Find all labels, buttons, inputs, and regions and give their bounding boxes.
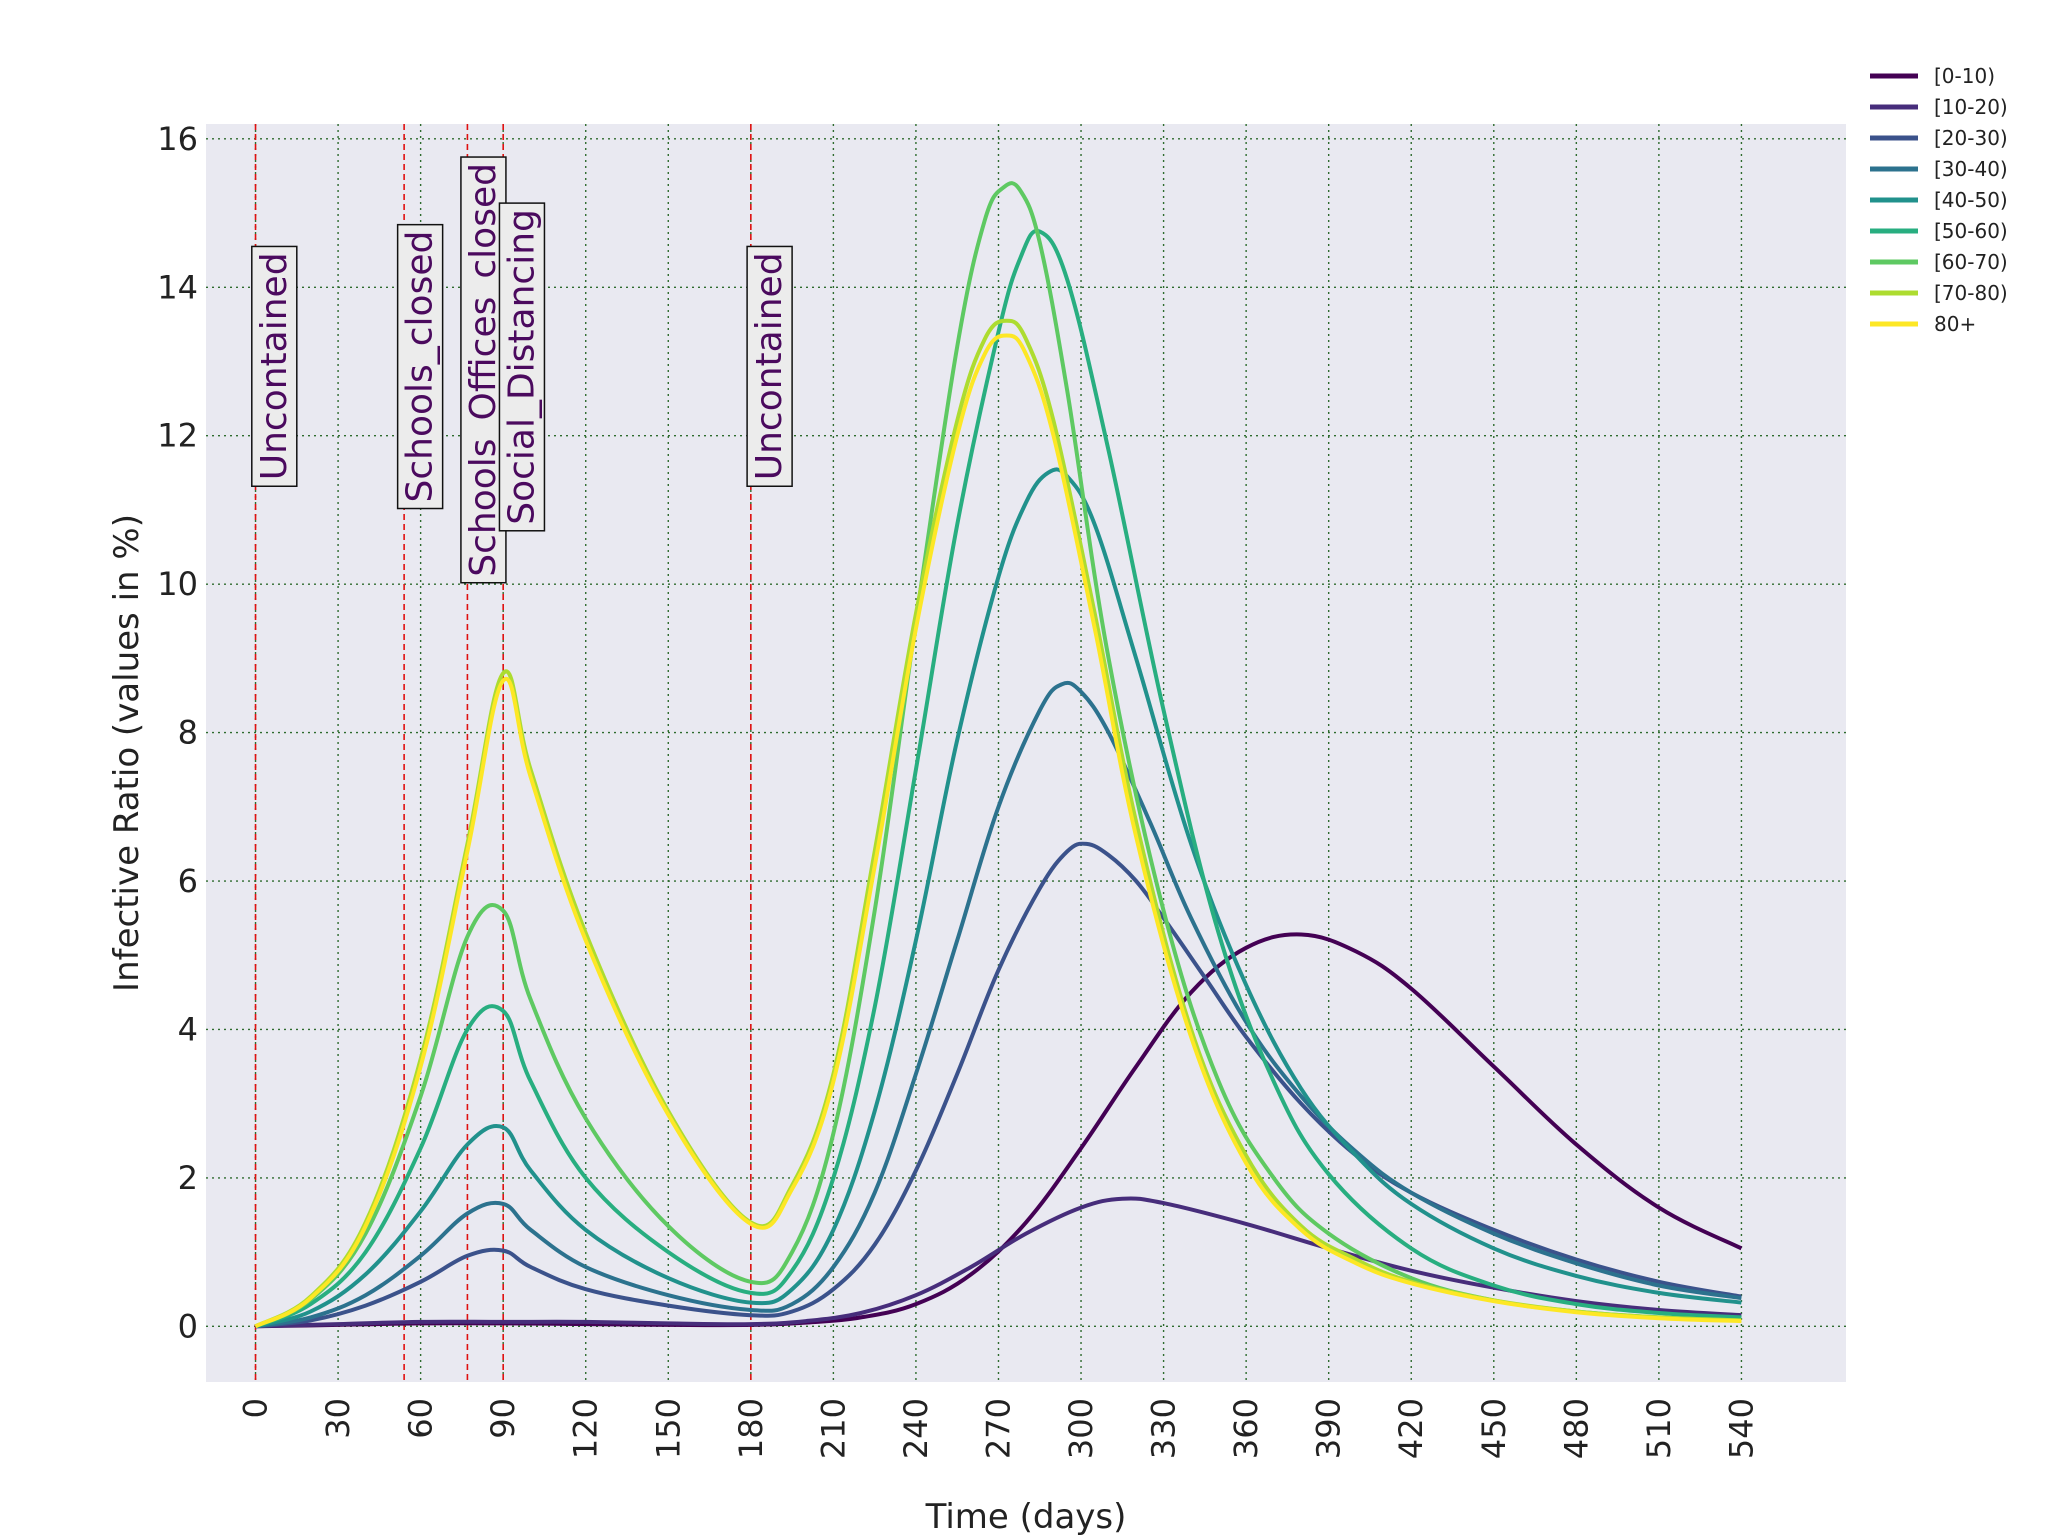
annotation-label: Social_Distancing bbox=[501, 209, 542, 525]
legend-item: [0-10) bbox=[1870, 64, 1995, 88]
legend-label: [10-20) bbox=[1934, 95, 2008, 119]
policy-annotation: Uncontained bbox=[746, 245, 793, 487]
y-tick-label: 6 bbox=[178, 862, 198, 900]
policy-annotations: Uncontained Schools_closed Schools_Offices… bbox=[251, 156, 793, 584]
x-tick-label: 150 bbox=[649, 1398, 687, 1459]
x-tick-label: 270 bbox=[979, 1398, 1017, 1459]
series-line bbox=[254, 228, 1742, 1329]
annotation-label: Uncontained bbox=[749, 252, 790, 480]
y-tick-label: 10 bbox=[157, 565, 198, 603]
y-tick-label: 8 bbox=[178, 714, 198, 752]
x-tick-label: 390 bbox=[1310, 1398, 1348, 1459]
legend-item: [50-60) bbox=[1870, 219, 2008, 243]
legend-label: [70-80) bbox=[1934, 281, 2008, 305]
legend-label: [20-30) bbox=[1934, 126, 2008, 150]
series-line bbox=[255, 680, 1742, 1329]
x-tick-label: 120 bbox=[567, 1398, 605, 1459]
legend-item: [40-50) bbox=[1870, 188, 2008, 212]
x-tick-label: 450 bbox=[1475, 1398, 1513, 1459]
x-tick-label: 540 bbox=[1722, 1398, 1760, 1459]
legend-item: [70-80) bbox=[1870, 281, 2008, 305]
x-tick-label: 0 bbox=[237, 1398, 275, 1418]
legend-item: [20-30) bbox=[1870, 126, 2008, 150]
legend-label: [40-50) bbox=[1934, 188, 2008, 212]
y-axis-label: Infective Ratio (values in %) bbox=[107, 514, 147, 992]
legend-label: [60-70) bbox=[1934, 250, 2008, 274]
x-tick-label: 240 bbox=[897, 1398, 935, 1459]
legend-item: 80+ bbox=[1870, 312, 1976, 336]
annotation-box bbox=[498, 202, 546, 532]
series-lines bbox=[254, 181, 1743, 1329]
policy-annotation: Schools_Offices_closed bbox=[460, 156, 507, 584]
y-tick-label: 0 bbox=[178, 1307, 198, 1345]
x-tick-label: 30 bbox=[319, 1398, 357, 1439]
y-tick-label: 16 bbox=[157, 120, 198, 158]
legend-item: [60-70) bbox=[1870, 250, 2008, 274]
x-tick-label: 300 bbox=[1062, 1398, 1100, 1459]
series-line bbox=[254, 467, 1742, 1329]
annotation-box bbox=[396, 223, 444, 510]
y-tick-labels: 0 2 4 6 8 10 12 14 16 bbox=[157, 120, 198, 1345]
series-line bbox=[254, 181, 1742, 1329]
policy-annotation: Schools_closed bbox=[396, 223, 444, 510]
x-axis-label: Time (days) bbox=[925, 1497, 1127, 1536]
policy-annotation: Social_Distancing bbox=[498, 202, 546, 532]
legend-label: [30-40) bbox=[1934, 157, 2008, 181]
y-tick-label: 2 bbox=[178, 1159, 198, 1197]
y-tick-label: 14 bbox=[157, 268, 198, 306]
policy-annotation: Uncontained bbox=[251, 245, 298, 487]
legend-item: [30-40) bbox=[1870, 157, 2008, 181]
legend-label: 80+ bbox=[1934, 312, 1976, 336]
x-tick-label: 60 bbox=[402, 1398, 440, 1439]
y-tick-label: 4 bbox=[178, 1010, 198, 1048]
series-line bbox=[254, 333, 1742, 1329]
y-tick-label: 12 bbox=[157, 417, 198, 455]
plot-area bbox=[206, 124, 1846, 1382]
x-tick-label: 480 bbox=[1557, 1398, 1595, 1459]
legend-label: [0-10) bbox=[1934, 64, 1995, 88]
legend-label: [50-60) bbox=[1934, 219, 2008, 243]
x-tick-label: 510 bbox=[1640, 1398, 1678, 1459]
x-tick-label: 420 bbox=[1392, 1398, 1430, 1459]
x-tick-labels: 0 30 60 90 120 150 180 210 240 270 300 330 360 390 420… bbox=[237, 1398, 1761, 1459]
x-tick-label: 210 bbox=[814, 1398, 852, 1459]
annotation-label: Schools_Offices_closed bbox=[463, 163, 504, 577]
series-line bbox=[255, 1196, 1742, 1329]
annotation-box bbox=[746, 245, 793, 487]
annotation-label: Uncontained bbox=[254, 252, 295, 480]
x-tick-label: 360 bbox=[1227, 1398, 1265, 1459]
x-tick-label: 90 bbox=[484, 1398, 522, 1439]
x-tick-label: 180 bbox=[732, 1398, 770, 1459]
annotation-label: Schools_closed bbox=[400, 231, 441, 503]
legend-item: [10-20) bbox=[1870, 95, 2008, 119]
annotation-box bbox=[251, 245, 298, 487]
legend: [0-10) [10-20) [20-30) [30-40) [40-50) [50-60… bbox=[1870, 64, 2008, 336]
x-tick-label: 330 bbox=[1145, 1398, 1183, 1459]
